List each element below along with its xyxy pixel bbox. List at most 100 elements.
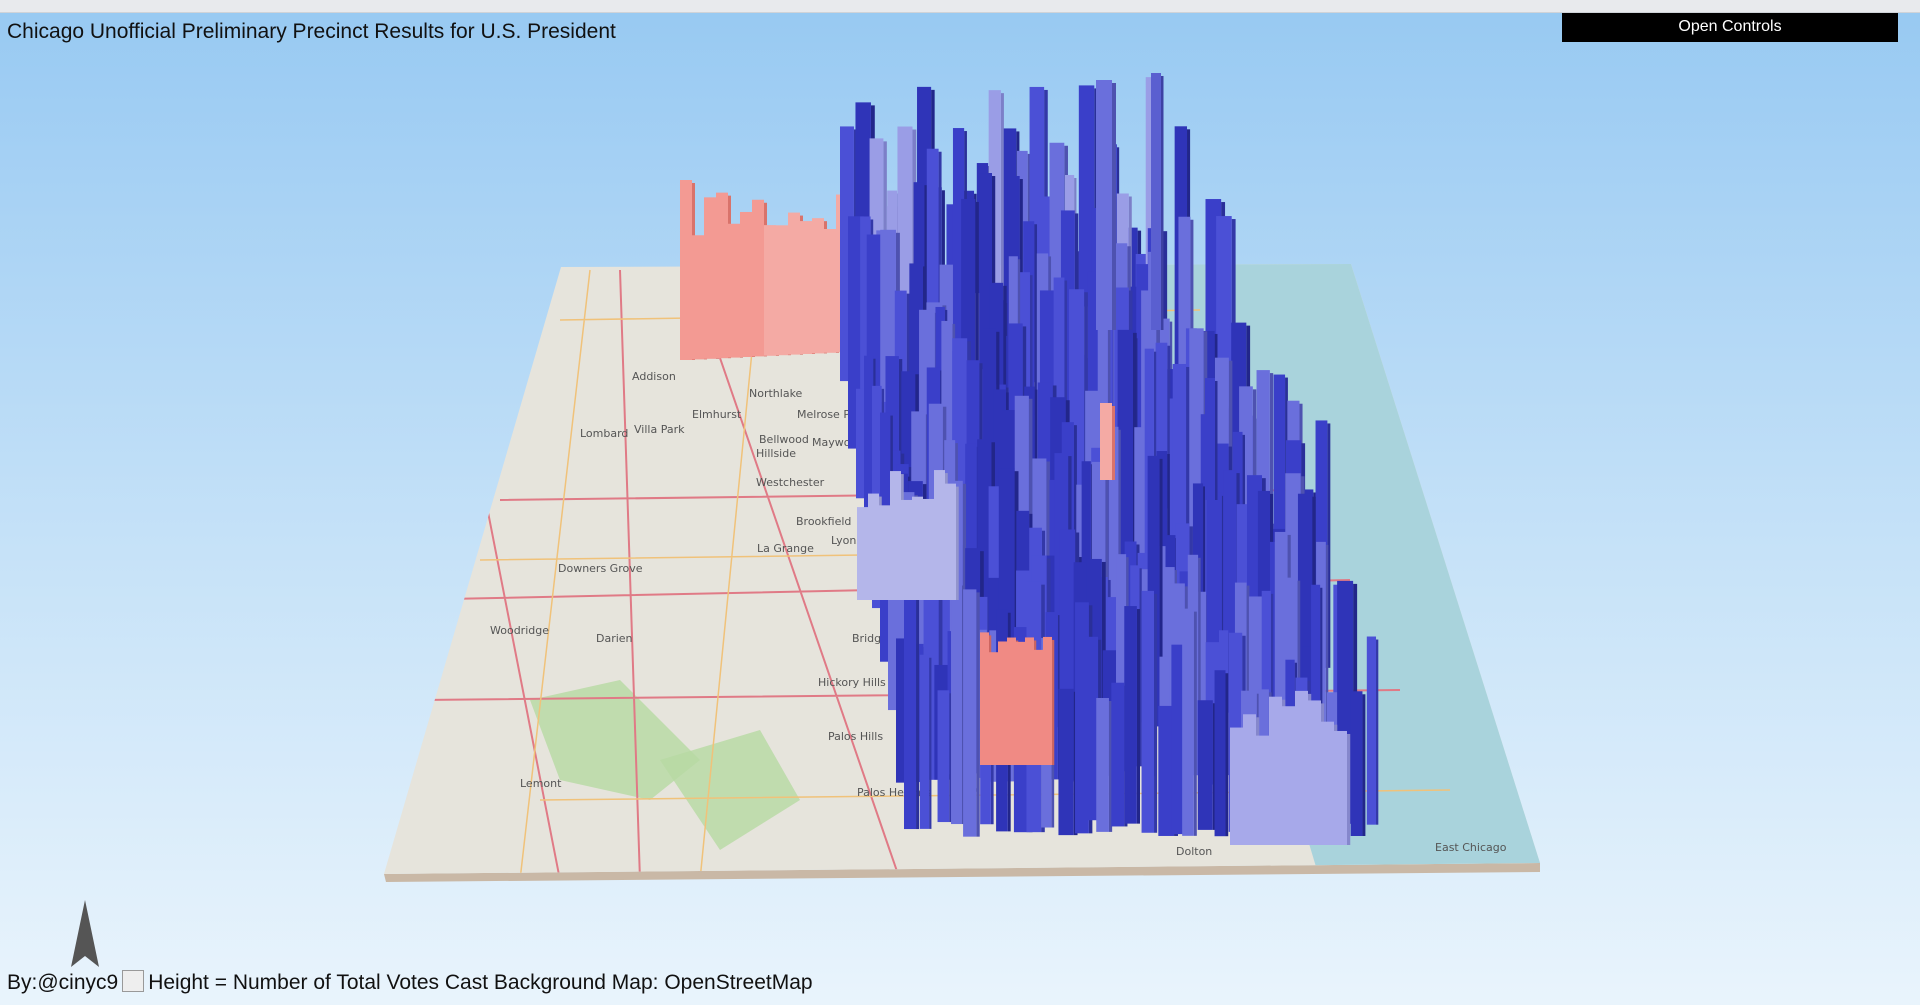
bar-front <box>1109 426 1119 663</box>
bar-side <box>1327 423 1331 668</box>
bar-side <box>1362 694 1366 836</box>
bar-front <box>1230 727 1243 845</box>
bar-front <box>989 652 998 765</box>
bar-side <box>1186 366 1190 601</box>
bar-front <box>856 388 866 499</box>
place-label: Brookfield <box>796 515 851 528</box>
bar-front <box>1308 700 1321 845</box>
bar-front <box>1256 735 1269 845</box>
bar-side <box>1376 639 1379 825</box>
bar-front <box>1282 706 1295 845</box>
bar-front <box>913 524 926 711</box>
bar-front <box>860 216 871 437</box>
place-label: Villa Park <box>634 423 685 436</box>
bar-front <box>857 507 868 600</box>
bar-side <box>1034 224 1038 440</box>
bar-front <box>901 499 912 600</box>
bar-side <box>1270 593 1274 773</box>
bar-front <box>1158 705 1175 836</box>
place-label: Woodridge <box>490 624 549 637</box>
bar-side <box>1167 454 1170 603</box>
bar-front <box>716 192 728 359</box>
place-label: La Grange <box>757 542 814 555</box>
bar-side <box>1269 373 1274 604</box>
bar-side <box>1347 733 1351 845</box>
bar-front <box>752 199 764 357</box>
place-label: Addison <box>632 370 676 383</box>
bar-front <box>1124 606 1137 824</box>
bar-front <box>952 128 965 455</box>
bar-side <box>1136 609 1140 824</box>
bar-front <box>1214 670 1226 837</box>
bar-front <box>1096 80 1112 330</box>
bar-front <box>1151 73 1161 330</box>
place-label: Northlake <box>749 387 803 400</box>
bar-side <box>956 486 959 600</box>
place-label: Hillside <box>756 447 796 460</box>
bar-front <box>1269 696 1282 845</box>
bar-front <box>926 148 939 447</box>
bar-front <box>1273 374 1286 609</box>
forest <box>530 680 700 800</box>
title: Chicago Unofficial Preliminary Precinct … <box>7 20 616 43</box>
place-label: Lemont <box>520 777 562 790</box>
bar-front <box>1025 637 1034 765</box>
bar-front <box>864 355 874 557</box>
bar-front <box>1243 714 1256 845</box>
legend-text: Height = Number of Total Votes Cast Back… <box>148 971 813 994</box>
forest <box>660 730 800 850</box>
bar-side <box>1215 381 1218 500</box>
bar-front <box>1117 329 1133 610</box>
north-arrow <box>71 900 99 967</box>
bar-front <box>998 641 1007 765</box>
bar-front <box>728 223 740 358</box>
place-label: East Chicago <box>1435 841 1507 854</box>
place-label: Darien <box>596 632 633 645</box>
bar-side <box>1112 406 1115 480</box>
bar-front <box>879 505 890 600</box>
bar-side <box>1161 76 1164 330</box>
bar-side <box>1108 700 1113 832</box>
bar-front <box>764 225 776 356</box>
bar-front <box>680 180 692 360</box>
bar-front <box>934 470 945 600</box>
place-label: Dolton <box>1176 845 1212 858</box>
bar-front <box>1205 378 1215 500</box>
place-label: Westchester <box>756 476 825 489</box>
bar-front <box>1178 216 1191 506</box>
bar-front <box>1197 700 1213 830</box>
credit: By:@cinyc9 <box>7 971 119 994</box>
bar-front <box>1100 403 1112 480</box>
bar-front <box>692 235 704 360</box>
broken-image <box>122 970 145 992</box>
bar-front <box>788 212 800 355</box>
place-label: Palos Hills <box>828 730 883 743</box>
map-base-edge <box>384 863 1540 882</box>
bar-side <box>1246 585 1250 782</box>
bar-front <box>776 225 788 356</box>
bar-front <box>980 632 989 765</box>
bar-front <box>937 690 950 823</box>
bar-side <box>1052 639 1055 765</box>
bar-front <box>1334 730 1347 845</box>
bar-front <box>919 654 930 829</box>
open-controls-button[interactable]: Open Controls <box>1562 13 1898 42</box>
bar-front <box>1182 608 1194 836</box>
bar-front <box>868 493 879 600</box>
bar-side <box>1118 429 1121 663</box>
bar-side <box>976 592 980 837</box>
bar-side <box>1154 593 1158 833</box>
bar-front <box>1141 590 1155 833</box>
bar-side <box>1325 544 1329 768</box>
place-label: Elmhurst <box>692 408 742 421</box>
place-label: Lombard <box>580 427 628 440</box>
bar-front <box>800 221 812 354</box>
place-label: Bellwood <box>759 433 809 446</box>
bar-front <box>1034 649 1043 765</box>
bar-front <box>1016 641 1025 765</box>
bar-front <box>1007 637 1016 765</box>
bar-side <box>1139 568 1142 767</box>
bar-side <box>929 657 932 829</box>
